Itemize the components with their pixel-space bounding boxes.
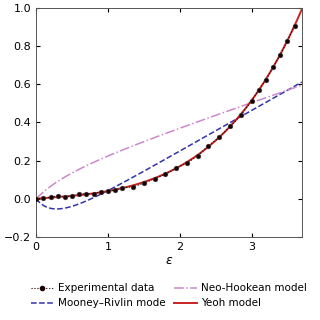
Legend: Experimental data, Mooney–Rivlin mode, Neo-Hookean model, Yeoh model: Experimental data, Mooney–Rivlin mode, N… — [31, 283, 307, 308]
X-axis label: ε: ε — [166, 254, 172, 268]
